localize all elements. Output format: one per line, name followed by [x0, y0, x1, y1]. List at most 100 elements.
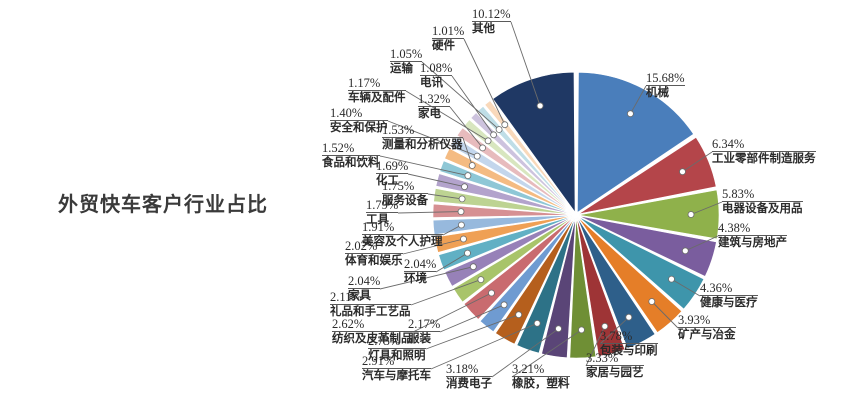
leader-line	[407, 173, 465, 188]
pie-slice-percent: 2.17%	[408, 317, 441, 333]
leader-line	[379, 266, 474, 290]
pie-slice	[434, 215, 574, 253]
leader-dot	[461, 183, 468, 191]
leader-dot	[501, 121, 509, 129]
leader-dot	[484, 137, 492, 145]
leader-line	[430, 322, 538, 370]
pie-slice-percent: 2.04%	[348, 274, 381, 290]
pie-slice-percent: 3.93%	[678, 313, 736, 329]
pie-slice	[516, 217, 576, 354]
leader-dot	[533, 319, 541, 327]
pie-slice	[578, 216, 705, 310]
pie-slice-label: 1.53% 测量和分析仪器	[382, 123, 463, 151]
pie-slice	[495, 217, 575, 345]
leader-dot	[469, 263, 477, 271]
pie-slice-label: 2.04% 环境	[404, 257, 437, 286]
leader-line	[451, 75, 494, 136]
pie-slice-label: 10.12% 其他	[472, 7, 511, 35]
pie-slice-percent: 1.08%	[420, 61, 453, 77]
pie-slice-percent: 1.53%	[382, 123, 463, 139]
pie-slice-label: 5.83% 电器设备及用品	[722, 187, 803, 215]
leader-line	[405, 90, 489, 142]
leader-line	[463, 38, 506, 125]
pie-slice-name: 礼品和手工艺品	[330, 306, 411, 319]
pie-slice-percent: 2.02%	[345, 239, 403, 255]
leader-line	[462, 137, 473, 166]
pie-slice-name: 灯具和照明	[368, 350, 426, 363]
pie-slice	[569, 217, 597, 359]
pie-slice-name: 家居与园艺	[586, 367, 644, 380]
pie-slice-label: 2.73% 灯具和照明	[368, 334, 426, 363]
leader-line	[510, 21, 541, 106]
pie-slice-label: 4.36% 健康与医疗	[700, 281, 758, 310]
pie-slice-label: 2.62% 纺织及皮革制品	[332, 317, 413, 346]
leader-dot	[679, 168, 686, 176]
pie-slice-name: 安全和保护	[330, 122, 388, 135]
pie-slice-label: 3.78% 包装与印刷	[600, 329, 658, 357]
leader-line	[397, 211, 462, 214]
pie-slice-name: 纺织及皮革制品	[332, 333, 413, 346]
pie-slice	[456, 127, 574, 214]
leader-line	[435, 252, 468, 273]
pie-slice-name: 服务设备	[382, 195, 428, 208]
pie-slice-percent: 1.05%	[390, 47, 423, 63]
pie-slice-name: 橡胶，塑料	[512, 378, 570, 391]
pie-slice-name: 建筑与房地产	[718, 237, 787, 250]
pie-slice-name: 机械	[646, 87, 669, 100]
pie-slice	[578, 189, 720, 240]
pie-slice-name: 电讯	[420, 77, 443, 90]
pie-slice-label: 1.01% 硬件	[432, 24, 465, 52]
leader-line	[439, 304, 505, 333]
leader-dot	[668, 275, 675, 283]
pie-slice-label: 1.05% 运输	[390, 47, 423, 76]
pie-slice-label: 1.79% 工具	[366, 198, 399, 226]
pie-slice-label: 2.91% 汽车与摩托车	[362, 354, 431, 383]
pie-slice-name: 车辆及配件	[348, 92, 406, 105]
pie-slice-label: 1.52% 食品和饮料	[322, 141, 380, 170]
pie-slice-label: 2.11% 礼品和手工艺品	[330, 290, 411, 319]
leader-line	[651, 301, 679, 329]
leader-dot	[488, 289, 495, 297]
leader-dot	[479, 144, 487, 152]
pie-slice-percent: 15.68%	[646, 71, 685, 87]
leader-dot	[687, 211, 695, 218]
leader-dot	[464, 172, 472, 180]
leader-dot	[500, 301, 508, 309]
pie-slice-label: 2.17% 服装	[408, 317, 441, 345]
pie-slice-percent: 6.34%	[712, 137, 816, 153]
pie-slice-percent: 1.17%	[348, 76, 406, 92]
pie-slice-label: 1.40% 安全和保护	[330, 106, 388, 135]
pie-slice	[577, 217, 656, 349]
leader-line	[599, 316, 630, 345]
pie-slice-label: 2.04% 家具	[348, 274, 381, 302]
leader-line	[412, 292, 492, 333]
leader-dot	[625, 313, 633, 321]
leader-line	[402, 238, 464, 255]
leader-dot	[458, 195, 466, 203]
leader-dot	[681, 247, 689, 255]
leader-dot	[627, 110, 634, 118]
pie-slice-name: 运输	[390, 63, 413, 76]
pie-slice-name: 工业零部件制造服务	[712, 153, 816, 166]
leader-dot	[464, 249, 471, 257]
pie-slice-name: 汽车与摩托车	[362, 370, 431, 383]
pie-slice-percent: 1.69%	[376, 159, 409, 175]
pie-slice	[438, 215, 574, 271]
pie-slice-label: 1.91% 美容及个人护理	[362, 220, 443, 248]
leader-dot	[490, 131, 498, 139]
pie-slice-name: 健康与医疗	[700, 297, 758, 310]
pie-slice-percent: 2.91%	[362, 354, 431, 370]
pie-slice-name: 化工	[376, 175, 399, 188]
leader-line	[410, 279, 482, 306]
pie-slice	[577, 72, 694, 213]
pie-slice-name: 食品和饮料	[322, 157, 380, 170]
leader-line	[491, 328, 559, 378]
pie-slice-percent: 3.78%	[600, 329, 658, 345]
pie-slice-label: 6.34% 工业零部件制造服务	[712, 137, 816, 166]
pie-slice-label: 2.02% 体育和娱乐	[345, 239, 403, 267]
pie-slice-percent: 1.32%	[418, 92, 451, 108]
leader-line	[425, 314, 519, 350]
pie-slice-name: 环境	[404, 273, 427, 286]
